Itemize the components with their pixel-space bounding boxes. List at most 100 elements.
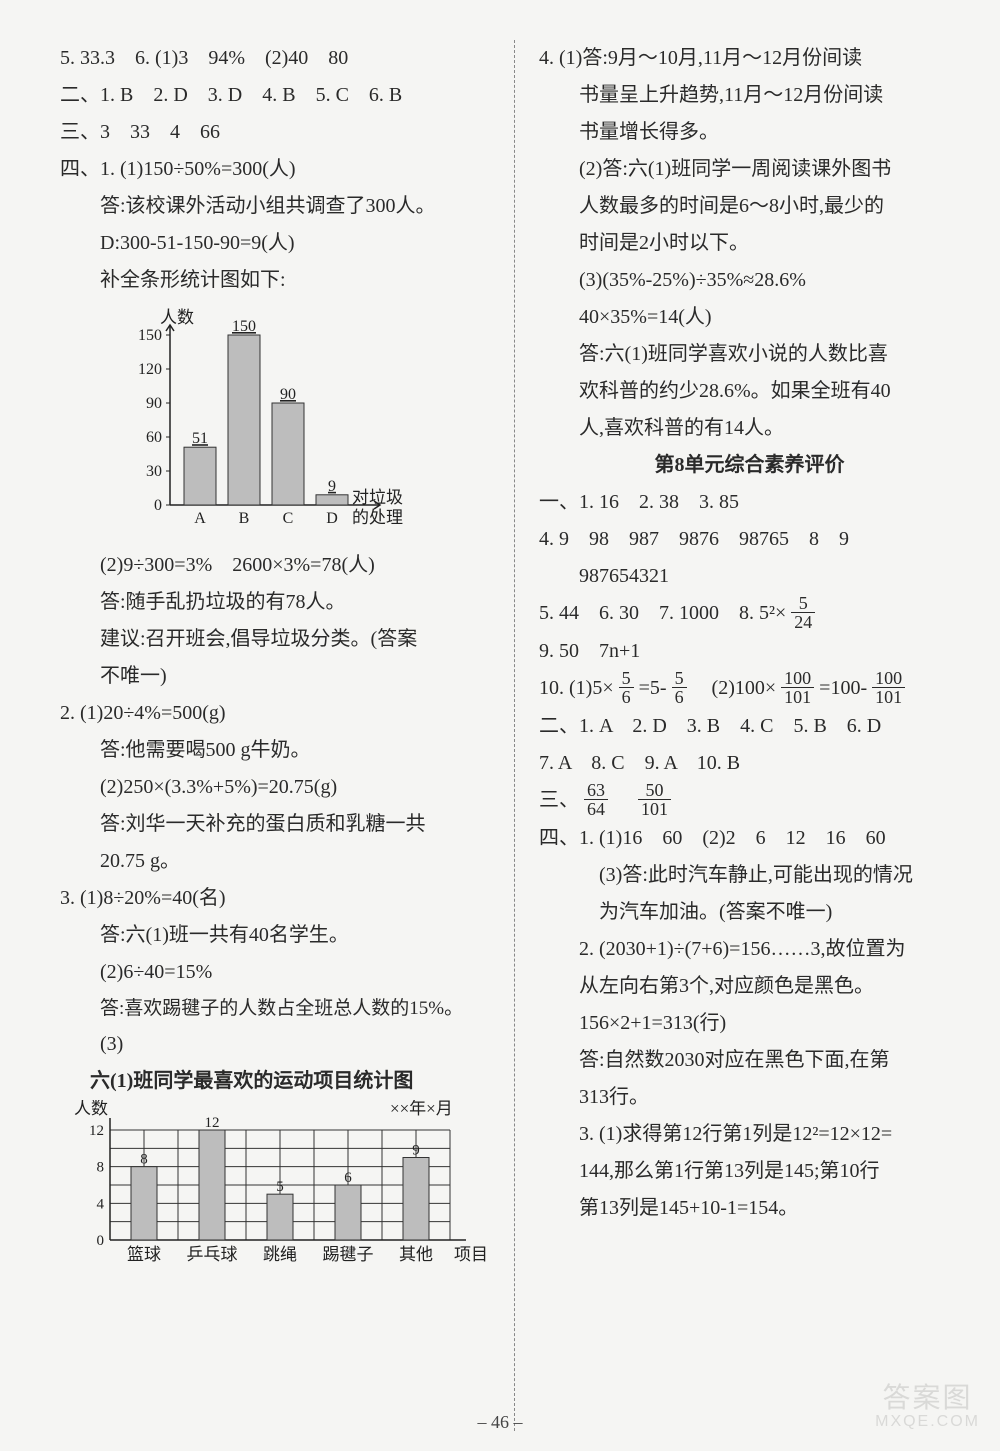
text-line: (3)(35%-25%)÷35%≈28.6% bbox=[539, 262, 960, 299]
svg-text:××年×月: ××年×月 bbox=[390, 1100, 453, 1118]
fraction: 56 bbox=[619, 669, 634, 706]
svg-text:篮球: 篮球 bbox=[127, 1245, 161, 1264]
denominator: 6 bbox=[672, 688, 687, 706]
answer-text: =100- bbox=[819, 677, 867, 699]
svg-text:D: D bbox=[326, 510, 338, 527]
fraction: 6364 bbox=[584, 781, 608, 818]
text-line: 313行。 bbox=[539, 1079, 960, 1116]
text-line: 书量增长得多。 bbox=[539, 114, 960, 151]
watermark-text: MXQE.COM bbox=[875, 1413, 980, 1431]
fraction: 524 bbox=[791, 594, 815, 631]
text-line: 答:自然数2030对应在黑色下面,在第 bbox=[539, 1042, 960, 1079]
text-line: 答:随手乱扔垃圾的有78人。 bbox=[60, 584, 490, 621]
numerator: 63 bbox=[584, 781, 608, 800]
text-line: 三、3 33 4 66 bbox=[60, 114, 490, 151]
text-line: 答:刘华一天补充的蛋白质和乳糖一共 bbox=[60, 806, 490, 843]
denominator: 101 bbox=[638, 800, 671, 818]
text-line: 书量呈上升趋势,11月～12月份间读 bbox=[539, 77, 960, 114]
bar-chart-svg: ××年×月人数04812812569篮球乒乓球跳绳踢毽子其他项目 bbox=[70, 1100, 490, 1270]
right-column: 4. (1)答:9月～10月,11月～12月份间读 书量呈上升趋势,11月～12… bbox=[519, 40, 960, 1431]
svg-text:人数: 人数 bbox=[74, 1100, 108, 1118]
text-line: 四、1. (1)150÷50%=300(人) bbox=[60, 151, 490, 188]
text-line: 从左向右第3个,对应颜色是黑色。 bbox=[539, 968, 960, 1005]
text-line: 2. (1)20÷4%=500(g) bbox=[60, 695, 490, 732]
text-line: 第13列是145+10-1=154。 bbox=[539, 1190, 960, 1227]
text-line: 4. (1)答:9月～10月,11月～12月份间读 bbox=[539, 40, 960, 77]
svg-text:9: 9 bbox=[328, 478, 336, 495]
text-line: 3. (1)求得第12行第1列是12²=12×12= bbox=[539, 1116, 960, 1153]
text-line: (2)250×(3.3%+5%)=20.75(g) bbox=[60, 769, 490, 806]
text-line: 答:喜欢踢毽子的人数占全班总人数的15%。 bbox=[60, 991, 490, 1026]
page-number: – 46 – bbox=[0, 1412, 1000, 1433]
text-line: 40×35%=14(人) bbox=[539, 299, 960, 336]
svg-text:6: 6 bbox=[344, 1170, 352, 1186]
answer-text: 10. (1)5× bbox=[539, 677, 614, 699]
denominator: 101 bbox=[872, 688, 905, 706]
text-line: 9. 50 7n+1 bbox=[539, 633, 960, 670]
text-line: 987654321 bbox=[539, 558, 960, 595]
svg-text:12: 12 bbox=[205, 1115, 220, 1131]
svg-text:4: 4 bbox=[97, 1196, 105, 1212]
text-line: 2. (2030+1)÷(7+6)=156……3,故位置为 bbox=[539, 931, 960, 968]
text-line: 答:六(1)班同学喜欢小说的人数比喜 bbox=[539, 336, 960, 373]
numerator: 100 bbox=[781, 669, 814, 688]
text-line: 人,喜欢科普的有14人。 bbox=[539, 410, 960, 447]
column-divider bbox=[514, 40, 515, 1431]
text-line: 10. (1)5× 56 =5- 56 (2)100× 100101 =100-… bbox=[539, 670, 960, 708]
text-line: 欢科普的约少28.6%。如果全班有40 bbox=[539, 373, 960, 410]
watermark-text: 答案图 bbox=[875, 1383, 980, 1414]
bar-chart-2: ××年×月人数04812812569篮球乒乓球跳绳踢毽子其他项目 bbox=[70, 1100, 490, 1276]
text-line: 四、1. (1)16 60 (2)2 6 12 16 60 bbox=[539, 820, 960, 857]
svg-text:8: 8 bbox=[140, 1152, 148, 1168]
text-line: 时间是2小时以下。 bbox=[539, 225, 960, 262]
numerator: 5 bbox=[619, 669, 634, 688]
text-line: 4. 9 98 987 9876 98765 8 9 bbox=[539, 521, 960, 558]
numerator: 5 bbox=[672, 669, 687, 688]
svg-text:60: 60 bbox=[146, 429, 162, 446]
answer-text: (2)100× bbox=[692, 677, 777, 699]
text-line: 不唯一) bbox=[60, 658, 490, 695]
text-line: 156×2+1=313(行) bbox=[539, 1005, 960, 1042]
svg-text:51: 51 bbox=[192, 430, 208, 447]
bar-chart-svg: 030609012015051A150B90C9D人数对垃圾的处理 bbox=[120, 305, 420, 535]
svg-text:90: 90 bbox=[280, 386, 296, 403]
text-line: (2)9÷300=3% 2600×3%=78(人) bbox=[60, 547, 490, 584]
text-line: 二、1. B 2. D 3. D 4. B 5. C 6. B bbox=[60, 77, 490, 114]
answer-text: 三、 bbox=[539, 789, 579, 811]
answer-text: =5- bbox=[639, 677, 667, 699]
denominator: 64 bbox=[584, 800, 608, 818]
text-line: 二、1. A 2. D 3. B 4. C 5. B 6. D bbox=[539, 708, 960, 745]
svg-text:0: 0 bbox=[154, 497, 162, 514]
svg-text:对垃圾: 对垃圾 bbox=[352, 488, 403, 507]
svg-text:的处理: 的处理 bbox=[352, 508, 403, 527]
fraction: 100101 bbox=[872, 669, 905, 706]
text-line: D:300-51-150-90=9(人) bbox=[60, 225, 490, 262]
text-line: 为汽车加油。(答案不唯一) bbox=[539, 894, 960, 931]
numerator: 50 bbox=[638, 781, 671, 800]
svg-text:5: 5 bbox=[276, 1179, 284, 1195]
svg-text:12: 12 bbox=[89, 1123, 104, 1139]
text-line: 3. (1)8÷20%=40(名) bbox=[60, 880, 490, 917]
svg-text:跳绳: 跳绳 bbox=[263, 1245, 297, 1264]
text-line: (3)答:此时汽车静止,可能出现的情况 bbox=[539, 857, 960, 894]
fraction: 100101 bbox=[781, 669, 814, 706]
svg-text:8: 8 bbox=[97, 1160, 105, 1176]
page-columns: 5. 33.3 6. (1)3 94% (2)40 80 二、1. B 2. D… bbox=[0, 0, 1000, 1451]
text-line: 一、1. 16 2. 38 3. 85 bbox=[539, 484, 960, 521]
text-line: 20.75 g。 bbox=[60, 843, 490, 880]
svg-text:0: 0 bbox=[97, 1233, 105, 1249]
denominator: 6 bbox=[619, 688, 634, 706]
section-heading: 第8单元综合素养评价 bbox=[539, 447, 960, 484]
text-line: 答:他需要喝500 g牛奶。 bbox=[60, 732, 490, 769]
denominator: 24 bbox=[791, 613, 815, 631]
fraction: 50101 bbox=[638, 781, 671, 818]
text-line: 5. 33.3 6. (1)3 94% (2)40 80 bbox=[60, 40, 490, 77]
svg-text:9: 9 bbox=[412, 1143, 420, 1159]
svg-text:30: 30 bbox=[146, 463, 162, 480]
svg-text:90: 90 bbox=[146, 395, 162, 412]
svg-text:人数: 人数 bbox=[160, 308, 194, 327]
text-line: 补全条形统计图如下: bbox=[60, 262, 490, 299]
text-line: 7. A 8. C 9. A 10. B bbox=[539, 745, 960, 782]
text-line: (2)6÷40=15% bbox=[60, 954, 490, 991]
denominator: 101 bbox=[781, 688, 814, 706]
